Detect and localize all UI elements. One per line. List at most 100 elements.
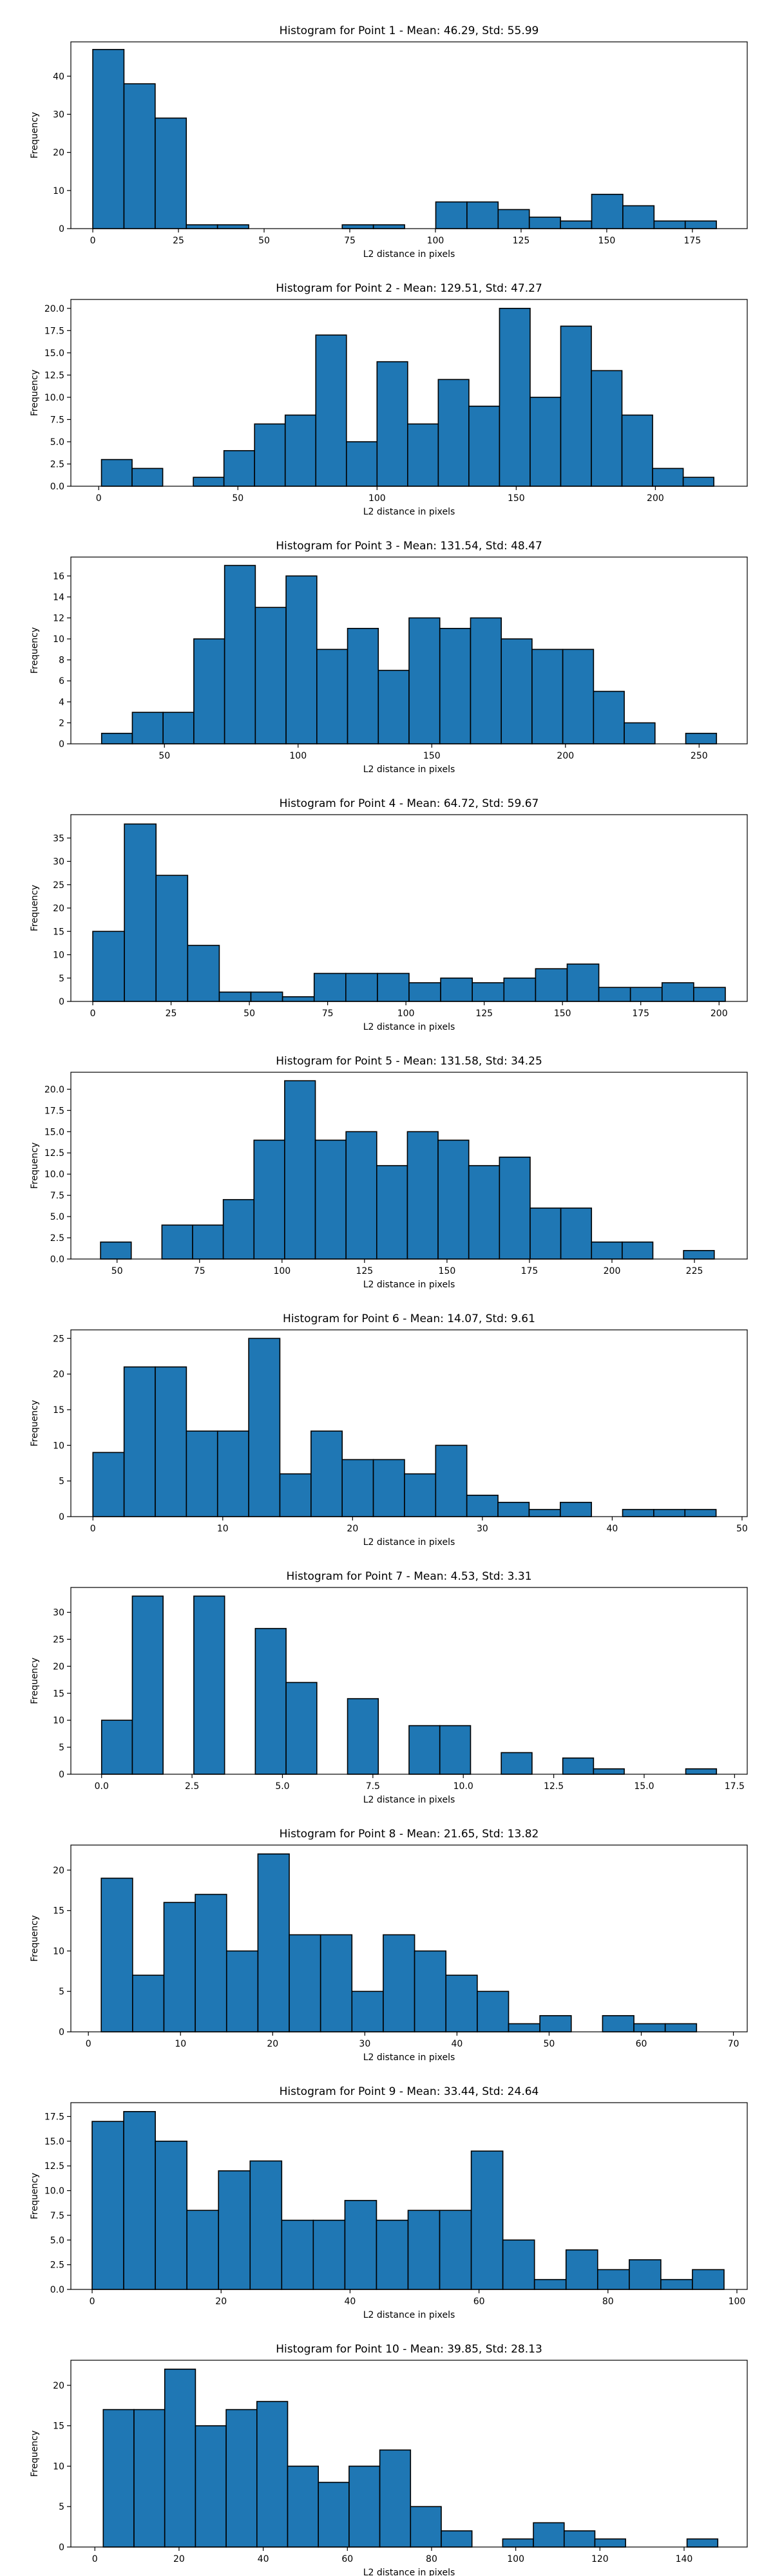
histogram-bar	[502, 2538, 534, 2548]
histogram-bar	[92, 49, 125, 229]
histogram-bar	[466, 1494, 499, 1517]
histogram-bar	[566, 963, 600, 1002]
y-tick-label: 12.5	[44, 2161, 64, 2172]
x-tick-label: 120	[591, 2554, 609, 2564]
histogram-bar	[408, 1725, 441, 1775]
histogram-bar	[508, 2023, 540, 2032]
histogram-bar	[629, 2259, 662, 2290]
x-tick-label: 140	[676, 2554, 693, 2564]
y-tick-label: 10	[53, 634, 64, 645]
histogram-bar	[100, 1877, 133, 2032]
histogram-bar	[591, 370, 623, 487]
x-tick-label: 125	[475, 1009, 493, 1019]
x-tick-label: 80	[602, 2297, 614, 2307]
y-tick-label: 0	[59, 1512, 64, 1522]
histogram-bar	[594, 2538, 626, 2548]
y-axis-label: Frequency	[30, 370, 40, 416]
y-tick-label: 10	[53, 186, 64, 196]
x-axis-label: L2 distance in pixels	[363, 1795, 455, 1805]
y-tick-label: 20	[53, 904, 64, 914]
histogram-bar	[225, 1950, 259, 2032]
y-tick-label: 12.5	[44, 1148, 64, 1159]
histogram-bar	[410, 2506, 442, 2548]
histogram-bar	[376, 2219, 409, 2290]
x-tick-label: 25	[173, 236, 184, 246]
histogram-bar	[91, 2121, 124, 2290]
histogram-bar	[653, 220, 686, 229]
histogram-bar	[318, 2481, 350, 2548]
x-axis-label: L2 distance in pixels	[363, 507, 455, 517]
x-tick-label: 20	[347, 1524, 358, 1534]
histogram-bar	[372, 224, 405, 229]
y-tick-label: 0.0	[50, 2285, 64, 2295]
x-axis-label: L2 distance in pixels	[363, 249, 455, 260]
x-tick-label: 50	[736, 1524, 748, 1534]
x-tick-label: 0	[96, 493, 102, 504]
histogram-bar	[256, 2401, 289, 2548]
y-tick-label: 0	[59, 997, 64, 1007]
y-tick-label: 2.5	[50, 1233, 64, 1244]
x-tick-label: 200	[604, 1266, 621, 1276]
y-tick-label: 5	[59, 974, 64, 984]
y-tick-label: 20	[53, 1370, 64, 1380]
histogram-bar	[193, 477, 225, 487]
x-tick-label: 0	[92, 2554, 98, 2564]
histogram-bar	[347, 1698, 379, 1775]
x-tick-label: 10	[175, 2039, 186, 2049]
histogram-bar	[501, 1752, 533, 1775]
y-tick-label: 5	[59, 1743, 64, 1753]
histogram-bar	[562, 649, 595, 744]
y-axis-label: Frequency	[30, 885, 40, 931]
histogram-panel-9: Histogram for Point 9 - Mean: 33.44, Std…	[30, 2085, 748, 2320]
x-tick-label: 80	[426, 2554, 437, 2564]
x-tick-label: 0	[90, 1524, 96, 1534]
y-tick-label: 0	[59, 1770, 64, 1780]
histogram-bar	[440, 977, 473, 1002]
histogram-bar	[131, 468, 164, 487]
histogram-bar	[345, 1131, 377, 1260]
x-tick-label: 15.0	[634, 1781, 654, 1792]
y-tick-label: 0	[59, 2027, 64, 2038]
histogram-bar	[437, 379, 470, 487]
histogram-bar	[441, 2530, 473, 2548]
y-tick-label: 25	[53, 880, 64, 891]
histogram-bar	[653, 1509, 686, 1517]
x-tick-label: 150	[598, 236, 616, 246]
y-tick-label: 2.5	[50, 2260, 64, 2271]
x-tick-label: 5.0	[275, 1781, 289, 1792]
histogram-bar	[344, 2200, 377, 2290]
histogram-bar	[124, 823, 157, 1002]
histogram-panel-7: Histogram for Point 7 - Mean: 4.53, Std:…	[30, 1570, 748, 1805]
histogram-bar	[133, 2409, 166, 2548]
y-tick-label: 25	[53, 1634, 64, 1645]
histogram-bar	[633, 2023, 666, 2032]
y-tick-label: 5	[59, 1987, 64, 1997]
histogram-bar	[131, 712, 164, 744]
histogram-bar	[685, 1768, 718, 1775]
histogram-bar	[164, 2369, 196, 2548]
x-tick-label: 40	[606, 1524, 618, 1534]
y-tick-label: 16	[53, 571, 64, 582]
y-tick-label: 35	[53, 833, 64, 844]
histogram-bar	[132, 1975, 165, 2032]
y-tick-label: 0	[59, 739, 64, 750]
histogram-bar	[376, 361, 408, 487]
y-tick-label: 7.5	[50, 1191, 64, 1201]
x-tick-label: 60	[636, 2039, 647, 2049]
plot-frame	[70, 2102, 748, 2290]
histogram-bar	[497, 1502, 530, 1517]
histogram-bar	[629, 987, 663, 1002]
histogram-bar	[123, 2111, 156, 2290]
x-axis-label: L2 distance in pixels	[363, 1280, 455, 1290]
histogram-bar	[435, 201, 468, 229]
histogram-bar	[602, 2015, 635, 2032]
histogram-bar	[560, 325, 592, 487]
histogram-bar	[684, 1509, 717, 1517]
histogram-bar	[248, 1338, 281, 1517]
histogram-bar	[377, 972, 410, 1002]
histogram-bar	[223, 450, 255, 487]
y-tick-label: 17.5	[44, 2112, 64, 2122]
y-tick-label: 8	[59, 656, 64, 666]
histogram-bar	[501, 638, 533, 744]
x-tick-label: 40	[451, 2039, 463, 2049]
